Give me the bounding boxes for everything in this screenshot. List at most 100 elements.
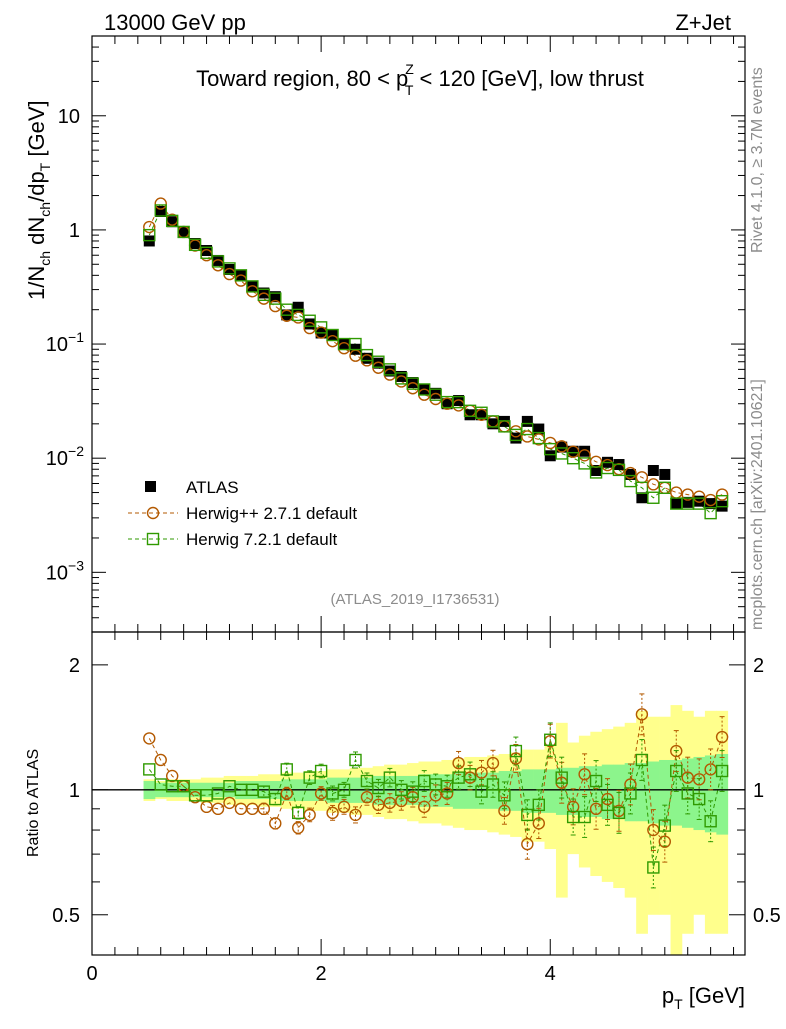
ratio-herwig7-point bbox=[521, 808, 534, 822]
legend-herwig7-label: Herwig 7.2.1 default bbox=[186, 530, 337, 549]
herwigpp-point bbox=[521, 430, 534, 443]
xlabel-sub: T bbox=[674, 996, 683, 1012]
ratio-band-inner bbox=[452, 772, 465, 809]
main-y-tick-label: 10−1 bbox=[46, 329, 84, 356]
xlabel-unit: [GeV] bbox=[683, 983, 745, 1008]
main-y-tick-label-base: 10 bbox=[46, 334, 68, 356]
ratio-band-inner bbox=[487, 772, 499, 809]
main-y-tick-label: 1 bbox=[69, 220, 80, 242]
ratio-herwigpp-point bbox=[257, 802, 271, 816]
ylabel-a-sub: ch bbox=[37, 251, 53, 266]
ratio-herwigpp-point bbox=[154, 753, 167, 767]
mcplots-label: mcplots.cern.ch [arXiv:2401.10621] bbox=[749, 379, 766, 630]
ratio-plot: 0.5 0.5 1 1 2 2 0 2 4 Ratio to ATLAS pT [GeV] bbox=[25, 631, 781, 1012]
ratio-herwigpp-point bbox=[670, 744, 683, 758]
main-y-tick-label-exp: −2 bbox=[68, 443, 84, 459]
atlas-point bbox=[487, 418, 499, 430]
ratio-herwig7-point bbox=[475, 785, 488, 798]
ratio-herwig7-point bbox=[440, 780, 454, 793]
herwig7-point bbox=[269, 292, 282, 305]
herwig7-point bbox=[624, 474, 637, 488]
ratio-herwigpp-point bbox=[326, 806, 339, 820]
ratio-herwig7-point bbox=[635, 753, 649, 767]
atlas-point bbox=[166, 216, 178, 228]
ylabel-c: /dp bbox=[24, 171, 49, 202]
herwig7-point bbox=[349, 337, 362, 351]
ratio-herwigpp-point bbox=[223, 796, 236, 810]
herwigpp-point bbox=[269, 299, 282, 313]
ratio-band-inner bbox=[475, 772, 488, 809]
ratio-herwigpp-point bbox=[521, 837, 534, 851]
atlas-point bbox=[556, 441, 568, 453]
ratio-herwig7-point bbox=[498, 789, 511, 802]
ratio-band-inner bbox=[544, 769, 557, 813]
herwig7-point bbox=[498, 420, 511, 433]
ratio-band-inner bbox=[464, 772, 477, 809]
atlas-point bbox=[521, 415, 533, 427]
herwig7-point bbox=[612, 463, 626, 477]
atlas-point bbox=[659, 468, 671, 480]
x-tick-label: 4 bbox=[545, 963, 556, 985]
herwig7-point bbox=[211, 255, 225, 268]
ratio-herwigpp-point bbox=[452, 756, 465, 770]
herwigpp-point bbox=[692, 490, 706, 503]
herwigpp-point bbox=[624, 466, 637, 480]
ratio-herwigpp-point bbox=[211, 802, 225, 816]
plot-title-sup: Z bbox=[405, 61, 414, 77]
atlas-point bbox=[189, 238, 201, 250]
legend-atlas-label: ATLAS bbox=[186, 478, 239, 497]
process-label: Z+Jet bbox=[675, 10, 731, 35]
ratio-band-inner bbox=[647, 761, 660, 824]
ratio-herwig7-point bbox=[692, 792, 706, 806]
ratio-y-axis-label: Ratio to ATLAS bbox=[25, 749, 42, 857]
ratio-herwigpp-point bbox=[486, 756, 500, 770]
ratio-herwigpp-point bbox=[360, 790, 374, 804]
herwigpp-point bbox=[544, 436, 557, 450]
ratio-band-inner bbox=[567, 767, 580, 815]
ratio-herwig7-point bbox=[257, 785, 271, 798]
atlas-point bbox=[682, 496, 694, 508]
ratio-y-tick-label-right: 2 bbox=[753, 655, 764, 677]
ratio-herwig7-point bbox=[280, 763, 293, 776]
ratio-herwigpp-point bbox=[303, 808, 316, 822]
herwig7-point bbox=[188, 238, 202, 252]
ratio-herwigpp-point bbox=[509, 752, 523, 765]
ratio-herwig7-point bbox=[383, 771, 397, 784]
ratio-herwigpp-point bbox=[578, 768, 591, 781]
ratio-y-tick-label: 2 bbox=[69, 655, 80, 677]
plot-title: Toward region, 80 < pZ T < 120 [GeV], low… bbox=[196, 61, 644, 98]
atlas-point bbox=[636, 492, 648, 504]
ratio-y-tick-label: 0.5 bbox=[52, 905, 80, 927]
atlas-point bbox=[590, 465, 602, 477]
herwig7-point bbox=[360, 348, 374, 362]
x-tick-label: 2 bbox=[316, 963, 327, 985]
ratio-herwigpp-point bbox=[383, 796, 397, 810]
ratio-herwigpp-point bbox=[498, 804, 511, 818]
herwigpp-point bbox=[154, 197, 167, 210]
ratio-plot-frame bbox=[91, 631, 746, 956]
x-axis-label: pT [GeV] bbox=[662, 983, 745, 1012]
atlas-point bbox=[155, 205, 167, 217]
herwig7-point bbox=[246, 280, 259, 293]
ratio-band-outer bbox=[670, 705, 683, 955]
ratio-herwig7-point bbox=[624, 787, 637, 800]
ratio-band-inner bbox=[521, 769, 534, 813]
ratio-herwigpp-point bbox=[292, 821, 305, 835]
ratio-band-inner bbox=[670, 759, 683, 826]
legend-atlas-marker bbox=[145, 481, 156, 492]
plot-title-suffix: < 120 [GeV], low thrust bbox=[413, 66, 644, 91]
ratio-herwigpp-point bbox=[337, 800, 351, 814]
legend-herwig7-marker bbox=[146, 532, 160, 546]
herwig7-point bbox=[165, 214, 179, 228]
herwig7-point bbox=[143, 228, 156, 242]
ratio-herwig7-point bbox=[303, 771, 316, 784]
atlas-point bbox=[510, 432, 522, 444]
herwig7-point bbox=[635, 481, 649, 495]
atlas-point bbox=[201, 245, 213, 257]
ratio-herwigpp-point bbox=[143, 732, 156, 745]
ratio-band-inner bbox=[716, 753, 729, 835]
ylabel-b: dN bbox=[24, 217, 49, 251]
main-y-tick-label: 10−3 bbox=[46, 557, 84, 584]
